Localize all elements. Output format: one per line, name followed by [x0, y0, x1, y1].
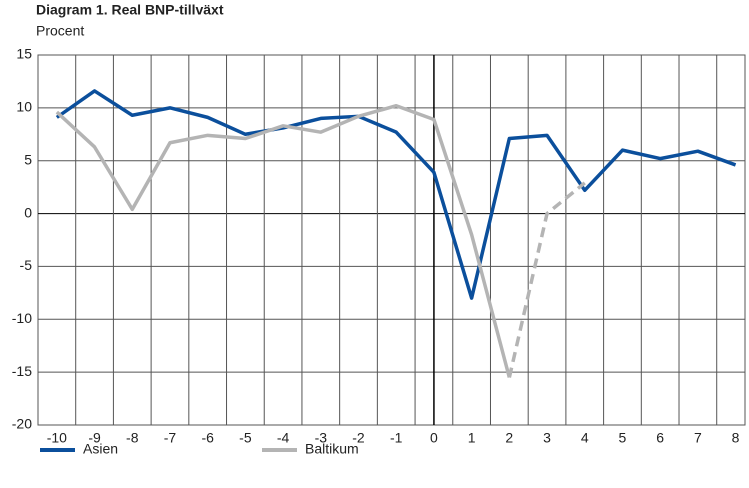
series-line [55, 103, 512, 378]
y-tick-label: -20 [12, 416, 32, 432]
x-tick-label: 3 [543, 430, 551, 446]
x-tick-label: -10 [47, 430, 67, 446]
x-tick-label: -5 [239, 430, 252, 446]
x-tick-label: -2 [352, 430, 365, 446]
x-tick-label: -1 [390, 430, 403, 446]
x-tick-label: 6 [656, 430, 664, 446]
x-tick-label: 5 [619, 430, 627, 446]
y-tick-label: 15 [16, 46, 32, 62]
x-tick-label: -6 [201, 430, 214, 446]
x-tick-label: 1 [468, 430, 476, 446]
x-tick-label: -3 [315, 430, 328, 446]
x-tick-label: 8 [732, 430, 740, 446]
y-tick-label: 10 [16, 99, 32, 115]
x-tick-label: -4 [277, 430, 290, 446]
y-tick-label: 5 [24, 151, 32, 167]
x-tick-label: -8 [126, 430, 139, 446]
x-tick-label: -9 [88, 430, 101, 446]
x-tick-label: 7 [694, 430, 702, 446]
y-tick-label: -5 [20, 257, 33, 273]
plot-frame [37, 54, 746, 426]
series-line [55, 89, 737, 300]
x-tick-label: 2 [505, 430, 513, 446]
legend-label: Baltikum [305, 441, 359, 457]
x-tick-label: 4 [581, 430, 589, 446]
x-tick-label: -7 [164, 430, 177, 446]
y-tick-label: 0 [24, 204, 32, 220]
chart-title: Diagram 1. Real BNP-tillväxt [36, 2, 224, 18]
series-line [507, 181, 586, 378]
legend-label: Asien [83, 441, 118, 457]
x-tick-label: 0 [430, 430, 438, 446]
y-tick-label: -15 [12, 363, 32, 379]
chart-subtitle: Procent [36, 23, 84, 39]
y-tick-label: -10 [12, 310, 32, 326]
